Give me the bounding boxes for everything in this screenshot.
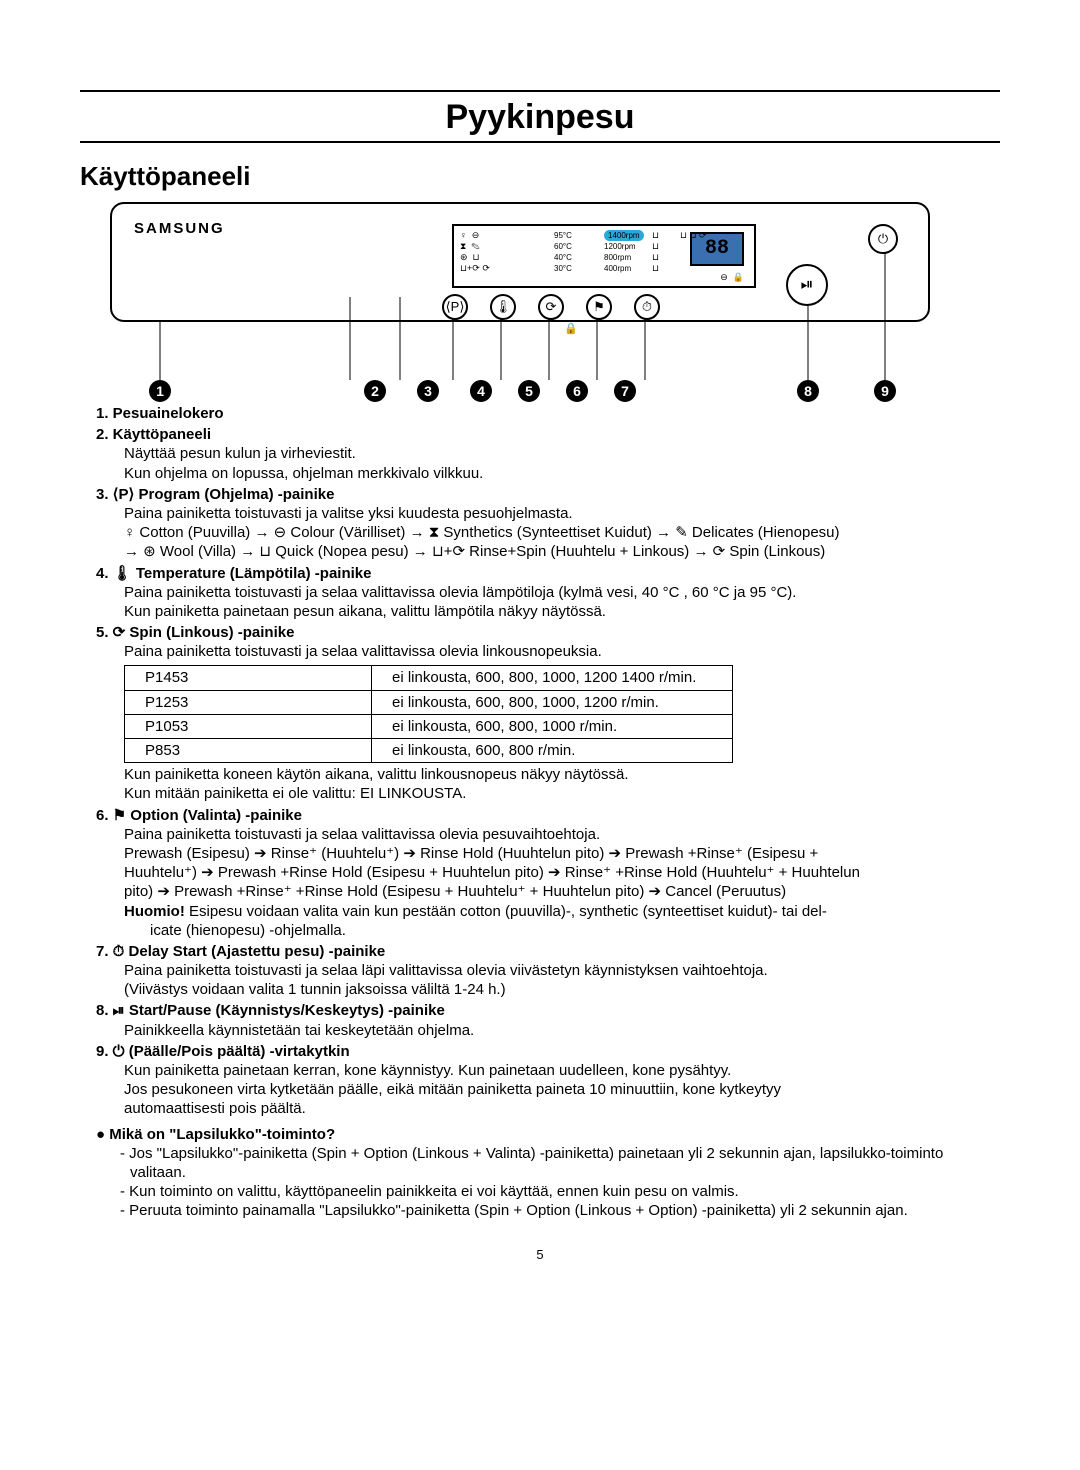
childlock-a: - Jos "Lapsilukko"-painiketta (Spin + Op… [130, 1144, 1000, 1182]
item5-line3: Kun mitään painiketta ei ole valittu: EI… [124, 784, 1000, 803]
item7-line2: (Viivästys voidaan valita 1 tunnin jakso… [124, 980, 1000, 999]
childlock-b: - Kun toiminto on valittu, käyttöpaneeli… [130, 1182, 1000, 1201]
callout-5: 5 [518, 380, 540, 402]
callout-8: 8 [797, 380, 819, 402]
item3-head: 3. ⟨P⟩ Program (Ohjelma) -painike [96, 486, 334, 503]
item2-line2: Kun ohjelma on lopussa, ohjelman merkkiv… [124, 464, 1000, 483]
item6-line5: Huomio! Esipesu voidaan valita vain kun … [124, 902, 1000, 921]
item3-line: Paina painiketta toistuvasti ja valitse … [124, 504, 1000, 523]
item8-line: Painikkeella käynnistetään tai keskeytet… [124, 1021, 1000, 1040]
item4-head: 4. 🌡 Temperature (Lämpötila) -painike [96, 565, 372, 582]
callout-9: 9 [874, 380, 896, 402]
childlock-c: - Peruuta toiminto painamalla "Lapsilukk… [130, 1201, 1000, 1220]
table-row: P1053ei linkousta, 600, 800, 1000 r/min. [125, 714, 733, 738]
childlock-head: ● Mikä on "Lapsilukko"-toiminto? [96, 1125, 1000, 1144]
item9-head: 9. ⏻ (Päälle/Pois päältä) -virtakytkin [96, 1043, 350, 1060]
item5-line: Paina painiketta toistuvasti ja selaa va… [124, 642, 1000, 661]
item8-head: 8. ⏯ Start/Pause (Käynnistys/Keskeytys) … [96, 1002, 445, 1019]
item5-line2: Kun painiketta koneen käytön aikana, val… [124, 765, 1000, 784]
item6-line6: icate (hienopesu) -ohjelmalla. [150, 921, 1000, 940]
item2-head: 2. Käyttöpaneeli [96, 426, 211, 443]
item6-line4: pito) ➔ Prewash +Rinse⁺ +Rinse Hold (Esi… [124, 882, 1000, 901]
item3-line2: ♀ Cotton (Puuvilla) → ⊖ Colour (Värillis… [124, 523, 1000, 542]
item5-head: 5. ⟳ Spin (Linkous) -painike [96, 624, 294, 641]
item6-line3: Huuhtelu⁺) ➔ Prewash +Rinse Hold (Esipes… [124, 863, 1000, 882]
table-row: P853ei linkousta, 600, 800 r/min. [125, 739, 733, 763]
table-row: P1453ei linkousta, 600, 800, 1000, 1200 … [125, 666, 733, 690]
item9-line3: automaattisesti pois päältä. [124, 1099, 1000, 1118]
control-panel-diagram: SAMSUNG ♀ ⊖⧗ ✎⊛ ⊔⊔+⟳ ⟳ 95°C60°C40°C30°C … [110, 202, 930, 402]
item6-line: Paina painiketta toistuvasti ja selaa va… [124, 825, 1000, 844]
item6-line2: Prewash (Esipesu) ➔ Rinse⁺ (Huuhtelu⁺) ➔… [124, 844, 1000, 863]
item1-head: 1. Pesuainelokero [96, 405, 224, 422]
description-list: 1. Pesuainelokero 2. Käyttöpaneeli Näytt… [96, 404, 1000, 1221]
callout-6: 6 [566, 380, 588, 402]
callout-3: 3 [417, 380, 439, 402]
table-row: P1253ei linkousta, 600, 800, 1000, 1200 … [125, 690, 733, 714]
item9-line: Kun painiketta painetaan kerran, kone kä… [124, 1061, 1000, 1080]
item2-line: Näyttää pesun kulun ja virheviestit. [124, 444, 1000, 463]
item9-line2: Jos pesukoneen virta kytketään päälle, e… [124, 1080, 1000, 1099]
item4-line2: Kun painiketta painetaan pesun aikana, v… [124, 602, 1000, 621]
item7-line: Paina painiketta toistuvasti ja selaa lä… [124, 961, 1000, 980]
item7-head: 7. ⏱ Delay Start (Ajastettu pesu) -paini… [96, 943, 385, 960]
spin-speed-table: P1453ei linkousta, 600, 800, 1000, 1200 … [124, 665, 733, 763]
page-number: 5 [80, 1247, 1000, 1262]
callout-7: 7 [614, 380, 636, 402]
section-title: Käyttöpaneeli [80, 161, 1000, 192]
callout-1: 1 [149, 380, 171, 402]
page-title: Pyykinpesu [446, 98, 635, 137]
item6-head: 6. ⚑ Option (Valinta) -painike [96, 807, 302, 824]
item4-line: Paina painiketta toistuvasti ja selaa va… [124, 583, 1000, 602]
callout-2: 2 [364, 380, 386, 402]
item3-line3: → ⊛ Wool (Villa) → ⊔ Quick (Nopea pesu) … [124, 542, 1000, 561]
callout-4: 4 [470, 380, 492, 402]
